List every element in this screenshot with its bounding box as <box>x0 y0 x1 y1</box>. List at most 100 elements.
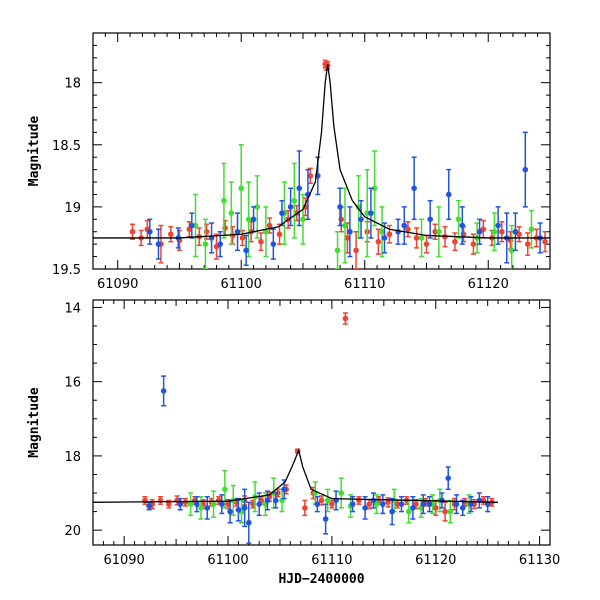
y-tick-label: 14 <box>64 301 81 316</box>
data-point <box>411 185 417 192</box>
data-point <box>168 231 174 238</box>
data-point <box>370 497 377 504</box>
data-point <box>329 501 335 507</box>
x-tick-label: 61090 <box>97 277 138 292</box>
data-point <box>296 185 303 192</box>
data-point <box>264 497 271 504</box>
data-point <box>256 501 262 507</box>
data-point <box>204 505 211 511</box>
data-point <box>202 241 209 247</box>
data-point <box>322 516 329 522</box>
data-point <box>235 506 242 513</box>
data-point <box>445 475 452 481</box>
data-point <box>528 226 535 233</box>
data-point <box>491 228 498 235</box>
data-point <box>307 173 314 179</box>
series-blue <box>146 375 491 544</box>
data-point <box>334 247 341 254</box>
data-point <box>276 231 283 238</box>
data-point <box>445 191 452 198</box>
data-point <box>386 231 393 238</box>
data-point <box>318 497 325 504</box>
data-point <box>129 228 136 235</box>
data-point <box>447 508 454 515</box>
data-point <box>373 501 380 507</box>
data-point <box>177 501 184 507</box>
data-point <box>366 501 373 507</box>
data-point <box>238 185 245 192</box>
y-tick-label: 18 <box>64 77 81 92</box>
data-point <box>228 210 235 216</box>
data-point <box>371 185 378 192</box>
data-point <box>375 238 382 245</box>
data-point <box>495 222 501 229</box>
data-point <box>356 497 362 504</box>
data-point <box>401 222 408 229</box>
data-point <box>344 235 351 241</box>
x-tick-label: 61120 <box>415 553 456 568</box>
data-point <box>459 222 466 229</box>
data-point <box>300 216 306 223</box>
data-point <box>194 501 200 507</box>
y-tick-label: 18.5 <box>52 139 81 154</box>
data-point <box>198 505 204 511</box>
data-point <box>338 490 345 496</box>
data-point <box>273 497 279 504</box>
data-point <box>287 204 294 210</box>
data-point <box>337 204 343 210</box>
data-point <box>342 222 348 229</box>
x-tick-label: 61120 <box>468 277 509 292</box>
y-tick-label: 19.5 <box>52 263 81 278</box>
bottom-panel: 61090 61100 61110 61120 61130 14 16 18 20 Magnitu… <box>27 299 560 587</box>
x-tick-label: 61110 <box>311 553 352 568</box>
data-point <box>239 235 246 241</box>
data-point <box>413 501 419 507</box>
data-point <box>324 497 331 504</box>
data-point <box>258 238 264 245</box>
data-point <box>349 501 356 507</box>
data-point <box>423 241 430 247</box>
x-tick-label: 61110 <box>344 277 385 292</box>
data-point <box>499 228 505 235</box>
data-point <box>314 501 321 507</box>
data-point <box>420 501 427 507</box>
data-point <box>405 226 411 233</box>
data-point <box>250 216 257 223</box>
data-point <box>476 228 483 235</box>
data-point <box>432 505 439 511</box>
data-point <box>362 505 368 511</box>
data-point <box>368 210 374 216</box>
data-point <box>146 503 152 509</box>
data-point <box>353 247 359 254</box>
data-point <box>452 238 458 245</box>
data-point <box>187 501 194 507</box>
data-point <box>381 235 388 241</box>
x-tick-label: 61090 <box>103 553 144 568</box>
data-point <box>522 166 529 173</box>
y-tick-label: 20 <box>64 524 81 539</box>
data-point <box>436 228 442 235</box>
data-point <box>160 388 167 394</box>
y-axis-title: Magnitude <box>27 116 42 187</box>
data-point <box>455 216 462 223</box>
y-tick-label: 18 <box>64 450 81 465</box>
data-point <box>182 499 189 506</box>
data-point <box>155 241 162 247</box>
data-layer <box>93 59 550 269</box>
data-point <box>281 486 287 493</box>
data-point <box>468 501 474 507</box>
series-green <box>192 144 535 269</box>
data-point <box>398 501 405 507</box>
data-point <box>524 241 531 247</box>
data-point <box>263 228 269 235</box>
data-point <box>342 315 349 322</box>
data-point <box>245 216 252 223</box>
data-point <box>221 197 227 204</box>
data-point <box>166 501 172 507</box>
data-point <box>218 501 225 507</box>
x-tick-label: 61130 <box>519 553 560 568</box>
data-point <box>291 197 298 204</box>
model-curve <box>93 63 550 239</box>
data-point <box>266 222 273 229</box>
model-curve <box>93 448 499 503</box>
